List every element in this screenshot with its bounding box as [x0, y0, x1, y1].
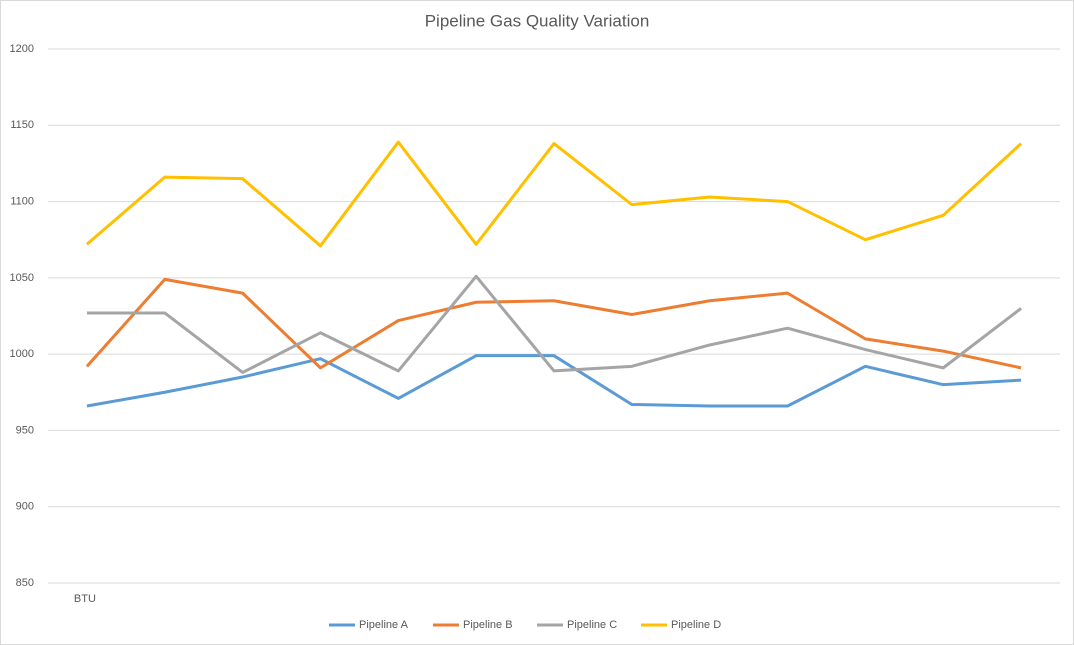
y-tick-label: 1200 [10, 43, 34, 55]
line-series [86, 354, 1022, 408]
legend-label: Pipeline D [671, 619, 721, 631]
x-tick-label: BTU [74, 593, 96, 605]
line-series [85, 277, 1022, 370]
chart-title: Pipeline Gas Quality Variation [425, 11, 650, 30]
line-series [86, 274, 1022, 374]
y-tick-label: 900 [16, 501, 34, 513]
y-tick-label: 1050 [10, 272, 34, 284]
line-series [85, 140, 1023, 248]
y-tick-label: 850 [16, 577, 34, 589]
y-tick-label: 1000 [10, 348, 34, 360]
y-tick-label: 950 [16, 424, 34, 436]
y-tick-label: 1100 [10, 195, 34, 207]
legend-label: Pipeline C [567, 619, 617, 631]
y-tick-label: 1150 [10, 119, 34, 131]
legend-label: Pipeline A [359, 619, 409, 631]
legend-label: Pipeline B [463, 619, 513, 631]
